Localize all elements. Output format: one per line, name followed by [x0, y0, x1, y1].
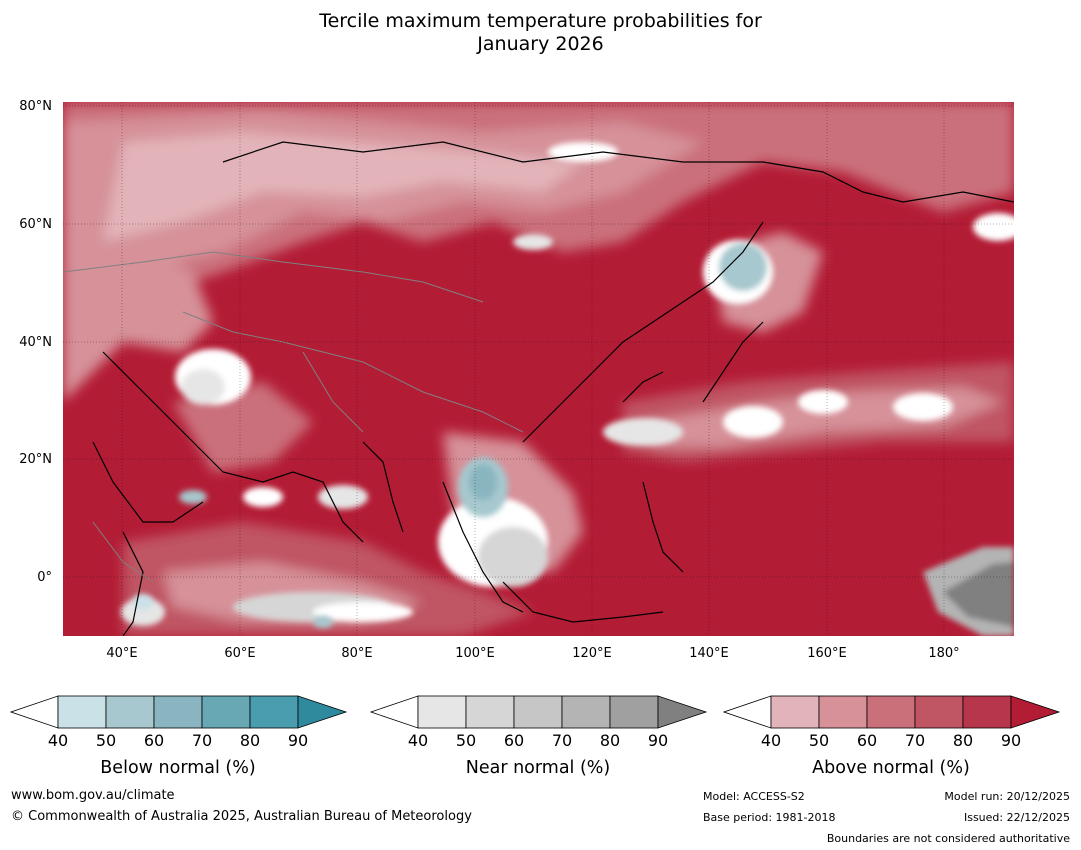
below-colorbar-tick-label: 60	[143, 731, 165, 750]
above-colorbar-segment	[914, 695, 964, 729]
map-title-line-1: Tercile maximum temperature probabilitie…	[319, 10, 762, 32]
near-colorbar-tick-label: 70	[551, 731, 573, 750]
map-svg	[63, 102, 1014, 636]
copyright-text: © Commonwealth of Australia 2025, Austra…	[11, 809, 472, 824]
above-colorbar-tick-label: 40	[760, 731, 782, 750]
above-colorbar-segment	[962, 695, 1012, 729]
above-colorbar-extend-low	[723, 695, 772, 729]
near-colorbar-extend-low	[370, 695, 419, 729]
lat-label-60n: 60°N	[19, 217, 52, 232]
near-colorbar-segment	[417, 695, 467, 729]
near-colorbar-segment	[513, 695, 563, 729]
above-colorbar-segment	[866, 695, 916, 729]
near-colorbar-segment	[609, 695, 659, 729]
below-colorbar-tick-label: 80	[239, 731, 261, 750]
boundaries-disclaimer: Boundaries are not considered authoritat…	[826, 832, 1070, 845]
lat-label-80n: 80°N	[19, 99, 52, 114]
model-run-date: Model run: 20/12/2025	[944, 790, 1070, 803]
lat-label-0: 0°	[37, 570, 52, 585]
below-normal-colorbar	[10, 695, 348, 729]
coastlines	[92, 141, 1014, 636]
above-normal-label: Above normal (%)	[812, 758, 970, 778]
below-colorbar-segment	[153, 695, 203, 729]
above-colorbar-tick-label: 70	[904, 731, 926, 750]
below-colorbar-extend-low	[10, 695, 59, 729]
near-normal-shading	[121, 142, 1014, 636]
lon-label-180: 180°	[928, 646, 960, 661]
below-colorbar-tick-label: 40	[47, 731, 69, 750]
above-colorbar-extend-high	[1010, 695, 1061, 729]
lon-label-120e: 120°E	[572, 646, 612, 661]
below-colorbar-segment	[201, 695, 251, 729]
lat-label-40n: 40°N	[19, 335, 52, 350]
lon-label-160e: 160°E	[807, 646, 847, 661]
near-normal-label: Near normal (%)	[465, 758, 611, 778]
below-colorbar-segment	[105, 695, 155, 729]
near-colorbar-tick-label: 90	[647, 731, 669, 750]
above-colorbar-segment	[818, 695, 868, 729]
above-colorbar-segment	[770, 695, 820, 729]
lon-label-140e: 140°E	[689, 646, 729, 661]
map-title-line-2: January 2026	[477, 33, 604, 55]
lon-label-40e: 40°E	[106, 646, 138, 661]
near-colorbar-extend-high	[657, 695, 708, 729]
near-colorbar-tick-label: 40	[407, 731, 429, 750]
lon-label-60e: 60°E	[224, 646, 256, 661]
below-colorbar-segment	[57, 695, 107, 729]
above-colorbar-tick-label: 60	[856, 731, 878, 750]
model-name: Model: ACCESS-S2	[703, 790, 805, 803]
graticule	[63, 102, 1014, 636]
below-colorbar-segment	[249, 695, 299, 729]
base-period: Base period: 1981-2018	[703, 811, 836, 824]
below-colorbar-tick-label: 50	[95, 731, 117, 750]
near-colorbar-tick-label: 50	[455, 731, 477, 750]
below-colorbar-tick-label: 70	[191, 731, 213, 750]
probability-map	[63, 102, 1014, 636]
lon-label-80e: 80°E	[341, 646, 373, 661]
below-normal-shading	[133, 240, 773, 628]
above-colorbar-tick-label: 90	[1000, 731, 1022, 750]
country-borders	[63, 251, 524, 583]
issued-date: Issued: 22/12/2025	[963, 811, 1070, 824]
near-colorbar-segment	[465, 695, 515, 729]
below-colorbar-extend-high	[297, 695, 348, 729]
above-colorbar-tick-label: 80	[952, 731, 974, 750]
above-colorbar-tick-label: 50	[808, 731, 830, 750]
lon-label-100e: 100°E	[455, 646, 495, 661]
below-colorbar-tick-label: 90	[287, 731, 309, 750]
near-colorbar-segment	[561, 695, 611, 729]
near-colorbar-tick-label: 80	[599, 731, 621, 750]
lat-label-20n: 20°N	[19, 452, 52, 467]
near-normal-colorbar	[370, 695, 708, 729]
near-colorbar-tick-label: 60	[503, 731, 525, 750]
below-normal-label: Below normal (%)	[100, 758, 256, 778]
above-normal-colorbar	[723, 695, 1061, 729]
bom-url-link[interactable]: www.bom.gov.au/climate	[11, 788, 175, 803]
